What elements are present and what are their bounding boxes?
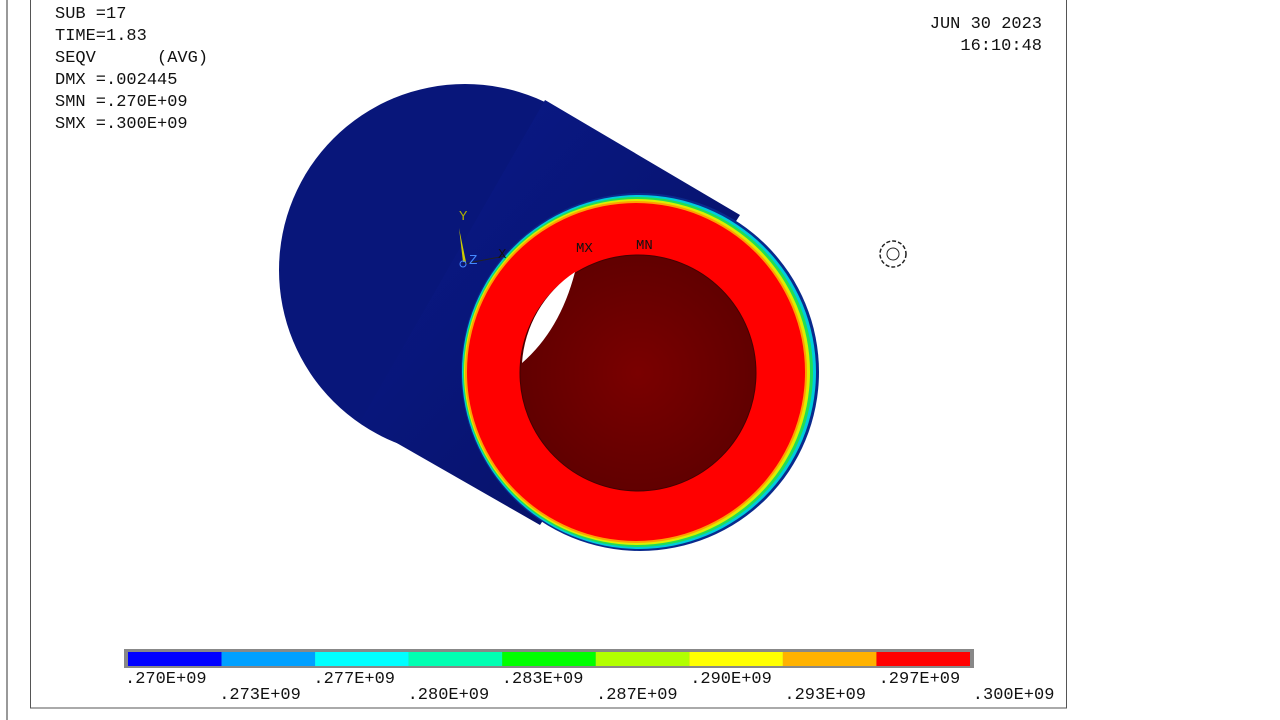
rotate-icon[interactable] (879, 240, 907, 268)
legend-label: .293E+09 (784, 686, 866, 705)
info-line: TIME=1.83 (55, 27, 147, 46)
triad-y-axis (459, 228, 466, 262)
info-line: SMN =.270E+09 (55, 93, 188, 112)
legend-label: .297E+09 (879, 670, 961, 689)
triad-label: Z (469, 253, 477, 269)
legend-label: .287E+09 (596, 686, 678, 705)
info-block: STEP=2 SUB =17 TIME=1.83 SEQV (AVG) DMX =.00… (55, 0, 208, 134)
rotate-icon-ring[interactable] (879, 240, 907, 268)
legend-label: .290E+09 (690, 670, 772, 689)
legend-label: .283E+09 (502, 670, 584, 689)
legend-swatch (502, 652, 596, 666)
legend-swatch (315, 652, 409, 666)
triad-x-axis (462, 255, 506, 265)
triad: Y Z X (459, 209, 507, 269)
info-line: SMX =.300E+09 (55, 115, 188, 134)
info-line: STEP=2 (55, 0, 116, 2)
legend-label: .280E+09 (408, 686, 490, 705)
rotate-icon-core[interactable] (886, 247, 900, 261)
info-line: SUB =17 (55, 5, 126, 24)
bore-opening (522, 272, 575, 363)
legend-swatch (128, 652, 222, 666)
legend-swatch (782, 652, 877, 666)
legend-label: .273E+09 (219, 686, 301, 705)
date: JUN 30 2023 (930, 15, 1042, 34)
info-line: SEQV (AVG) (55, 49, 208, 68)
legend-label: .277E+09 (313, 670, 395, 689)
viewport-frame (30, 0, 1067, 709)
cylinder-model (279, 84, 819, 551)
triad-z-axis (459, 260, 467, 268)
min-marker: MN (636, 238, 653, 254)
bore (519, 254, 757, 492)
time: 16:10:48 (960, 37, 1042, 56)
legend-swatch (689, 652, 783, 666)
legend-swatch (876, 652, 970, 666)
legend: .270E+09 .273E+09 .277E+09 .280E+09 .283E+09… (124, 649, 1054, 705)
triad-label: X (498, 247, 507, 263)
legend-label: .300E+09 (973, 686, 1055, 705)
legend-swatch (408, 652, 503, 666)
legend-swatch (595, 652, 690, 666)
triad-label: Y (459, 209, 468, 225)
legend-label: .270E+09 (125, 670, 207, 689)
max-marker: MX (576, 241, 593, 257)
info-line: DMX =.002445 (55, 71, 177, 90)
legend-swatch (221, 652, 316, 666)
